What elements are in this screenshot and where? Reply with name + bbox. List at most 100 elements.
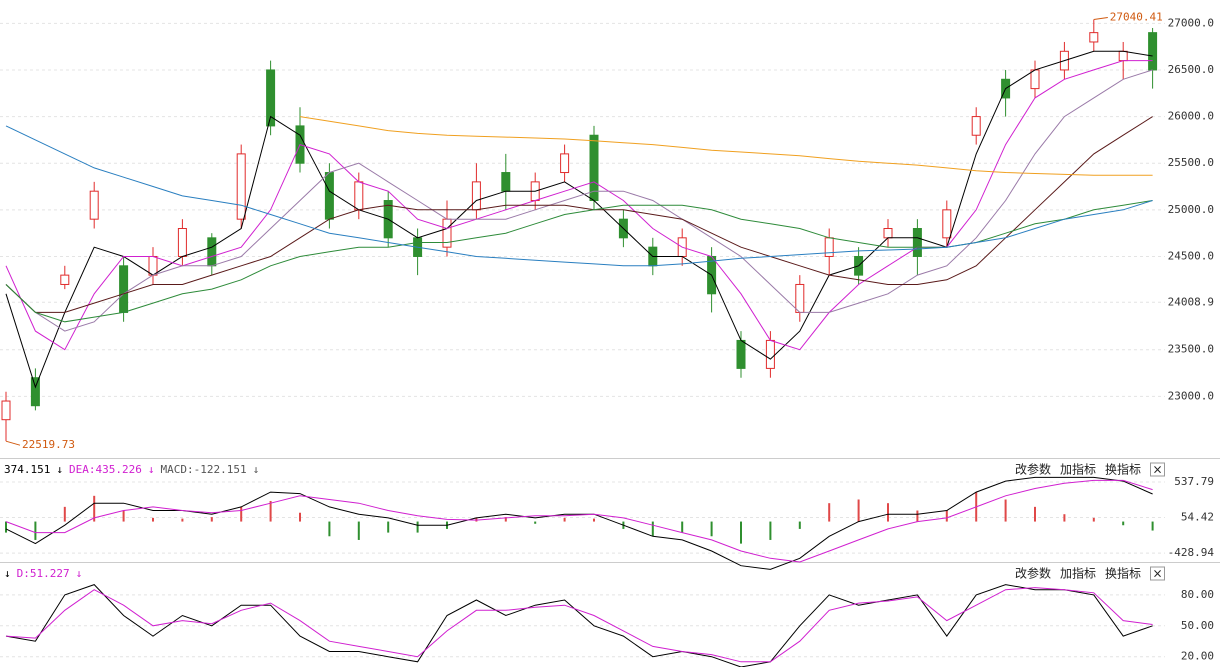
toolbar-button[interactable]: 改参数 — [1015, 462, 1051, 477]
macd-bar — [887, 503, 889, 522]
candle-body — [560, 153, 570, 174]
indicator-value: ↓ — [148, 463, 155, 476]
candle-body — [942, 209, 952, 239]
macd-bar — [269, 500, 272, 522]
candle-body — [119, 265, 129, 313]
candle-body — [60, 274, 70, 285]
close-button[interactable]: × — [1152, 463, 1162, 477]
candle-body — [471, 181, 481, 211]
macd-bar — [1063, 514, 1066, 522]
y-tick-label: 26000.0 — [1168, 110, 1214, 123]
candle-body — [324, 172, 334, 220]
close-button-box[interactable] — [1150, 462, 1165, 477]
macd-bar — [299, 512, 301, 522]
y-tick-label: 537.79 — [1174, 475, 1214, 488]
candle-body — [912, 228, 922, 257]
indicator-value: 374.151 — [4, 463, 50, 476]
indicator-value: DEA:435.226 — [69, 463, 142, 476]
candle-body — [266, 69, 276, 127]
indicator-value: ↓ — [56, 463, 63, 476]
candle-body — [765, 339, 775, 369]
candle-body — [1, 400, 11, 421]
candle-body — [971, 116, 981, 136]
candle-body — [883, 228, 893, 239]
y-tick-label: 54.42 — [1181, 511, 1214, 524]
macd-bar — [740, 521, 742, 544]
indicator-line — [5, 50, 1153, 389]
macd-bar — [710, 521, 713, 537]
macd-bar — [504, 517, 507, 522]
price-annotation: 27040.41 — [1110, 11, 1163, 24]
y-tick-label: 26500.0 — [1168, 63, 1214, 76]
macd-bar — [357, 521, 360, 540]
toolbar-button[interactable]: 换指标 — [1105, 462, 1141, 477]
macd-bar — [416, 521, 419, 533]
candle-body — [795, 283, 805, 313]
macd-bar — [1092, 517, 1095, 522]
close-button[interactable]: × — [1152, 567, 1162, 581]
price-annotation: 22519.73 — [22, 438, 75, 451]
macd-bar — [240, 506, 243, 522]
toolbar-button[interactable]: 加指标 — [1060, 462, 1096, 477]
toolbar-button[interactable]: 改参数 — [1015, 566, 1051, 581]
y-tick-label: 23000.0 — [1168, 389, 1214, 402]
y-tick-label: 25000.0 — [1168, 203, 1214, 216]
candle-body — [236, 153, 246, 220]
indicator-line — [5, 584, 1153, 667]
close-button-box[interactable] — [1150, 566, 1165, 581]
candle-body — [30, 377, 40, 407]
candle-body — [736, 339, 746, 369]
candle-body — [207, 237, 217, 267]
y-tick-label: 24500.0 — [1168, 249, 1214, 262]
candle-body — [1118, 50, 1128, 62]
indicator-value: MACD:-122.151 — [160, 463, 246, 476]
y-tick-label: 50.00 — [1181, 619, 1214, 632]
macd-bar — [681, 521, 684, 533]
macd-bar — [93, 495, 96, 522]
macd-bar — [152, 517, 154, 522]
indicator-line — [5, 476, 1153, 570]
toolbar-button[interactable]: 换指标 — [1105, 566, 1141, 581]
indicator-value: ↓ — [76, 567, 83, 580]
macd-bar — [857, 499, 860, 522]
candle-body — [501, 172, 511, 192]
macd-bar — [828, 503, 831, 522]
candle-body — [1148, 32, 1158, 71]
macd-bar — [34, 521, 37, 540]
y-tick-label: 80.00 — [1181, 588, 1214, 601]
y-tick-label: 23500.0 — [1168, 343, 1214, 356]
indicator-value: ↓ — [253, 463, 260, 476]
candle-body — [177, 228, 187, 257]
macd-bar — [328, 521, 331, 537]
candle-body — [354, 181, 364, 211]
macd-bar — [1151, 521, 1154, 531]
indicator-value: ↓ — [4, 567, 11, 580]
macd-bar — [916, 510, 919, 522]
annotation-pointer — [5, 440, 21, 446]
y-tick-label: 20.00 — [1181, 650, 1214, 663]
macd-bar — [769, 521, 772, 540]
macd-bar — [5, 521, 7, 533]
indicator-line — [5, 60, 1153, 351]
candle-body — [1089, 32, 1099, 43]
indicator-line — [5, 69, 1153, 332]
indicator-value: D:51.227 — [17, 567, 70, 580]
macd-bar — [1122, 521, 1125, 526]
indicator-line — [5, 116, 1153, 313]
indicator-line — [5, 587, 1153, 663]
y-tick-label: 24008.9 — [1168, 295, 1214, 308]
y-tick-label: 25500.0 — [1168, 156, 1214, 169]
toolbar-button[interactable]: 加指标 — [1060, 566, 1096, 581]
candle-body — [89, 190, 99, 220]
macd-bar — [945, 510, 948, 522]
macd-bar — [534, 521, 537, 524]
macd-bar — [210, 517, 213, 522]
macd-bar — [563, 517, 566, 522]
macd-bar — [181, 518, 184, 522]
macd-bar — [798, 521, 801, 529]
macd-bar — [651, 521, 654, 537]
macd-bar — [63, 506, 66, 522]
candle-body — [148, 255, 158, 276]
annotation-pointer — [1093, 17, 1108, 21]
